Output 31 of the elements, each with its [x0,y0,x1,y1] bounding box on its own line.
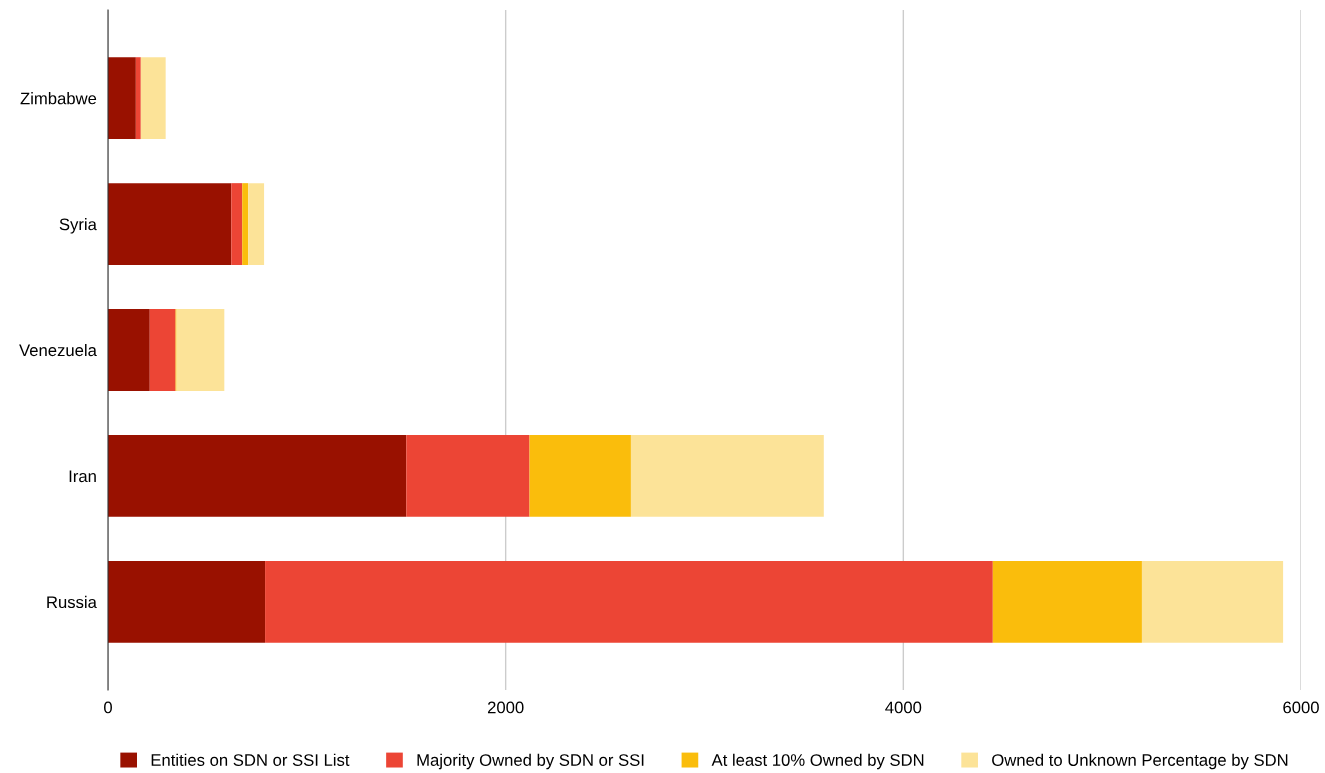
bar [176,309,225,391]
x-tick-label: 4000 [885,701,922,714]
bar [248,183,265,265]
legend-label: Entities on SDN or SSI List [151,753,350,766]
bar [242,183,249,265]
bar [406,435,530,517]
y-tick-label: Syria [59,218,97,234]
bar [140,57,166,140]
y-tick-label: Russia [47,595,97,609]
x-tick-label: 2000 [487,701,524,714]
bar [1141,560,1284,643]
y-tick-label: Zimbabwe [20,92,97,105]
bar [992,560,1142,643]
bar [149,309,176,391]
bar [265,560,993,643]
y-tick-label: Venezuela [19,343,97,357]
legend-label: Majority Owned by SDN or SSI [417,753,644,770]
bar [108,183,232,265]
legend-label: Owned to Unknown Percentage by SDN [992,753,1288,770]
bar [108,560,266,643]
bar [108,57,136,140]
bar [231,183,243,265]
bar [630,435,824,517]
y-tick-label: Iran [69,470,96,483]
bar [135,57,141,140]
bar [108,435,407,517]
legend-label: At least 10% Owned by SDN [711,753,924,770]
x-tick-label: 0 [104,701,112,714]
bar [108,309,150,391]
bar [529,435,631,517]
x-tick-label: 6000 [1283,701,1319,714]
